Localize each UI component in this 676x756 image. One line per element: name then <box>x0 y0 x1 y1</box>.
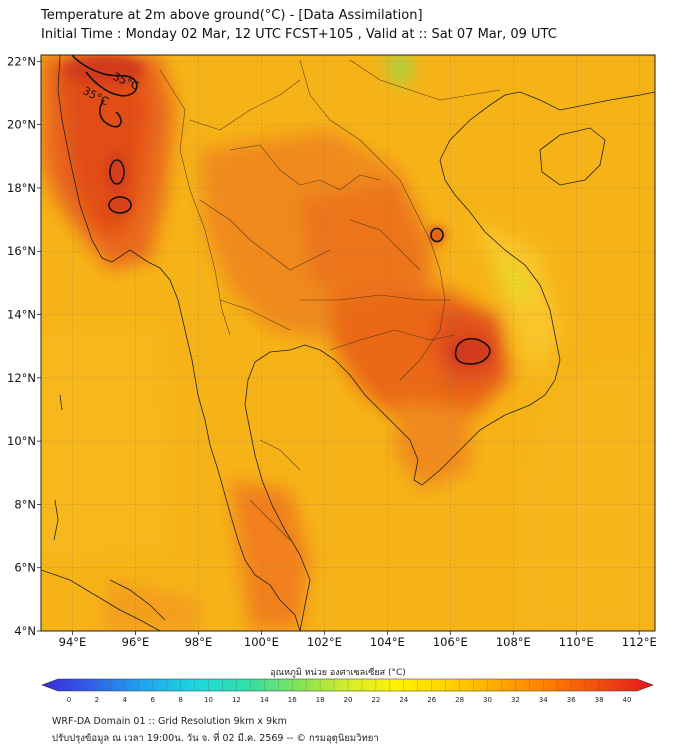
contour-35c <box>71 55 491 365</box>
latitude-labels: 4°N 6°N 8°N 10°N 12°N 14°N 16°N 18°N 20°N 22°N <box>7 54 41 638</box>
footer-update-info: ปรับปรุงข้อมูล ณ เวลา 19:00น. วัน จ. ที่… <box>52 733 379 744</box>
colorbar-bar <box>41 678 654 692</box>
longitude-labels: 94°E 96°E 98°E 100°E 102°E 104°E 106°E 108°E 110… <box>59 631 657 649</box>
chart-title: Temperature at 2m above ground(°C) - [Da… <box>41 8 423 23</box>
colorbar-tick-label: 2 <box>95 696 99 704</box>
colorbar-tick-label: 28 <box>455 696 464 704</box>
lat-tick-label: 22°N <box>7 54 36 68</box>
colorbar-tick-label: 20 <box>344 696 353 704</box>
lat-tick-label: 8°N <box>14 497 36 511</box>
lat-tick-label: 14°N <box>7 308 36 322</box>
colorbar-ticks: 0 2 4 6 8 10 12 14 16 18 20 22 24 26 28 30 32 34 36 38 40 <box>67 679 632 704</box>
colorbar-tick-label: 22 <box>371 696 380 704</box>
colorbar-tick-label: 12 <box>232 696 241 704</box>
colorbar-tick-label: 10 <box>204 696 213 704</box>
colorbar-tick-label: 24 <box>399 696 408 704</box>
lat-tick-label: 16°N <box>7 244 36 258</box>
colorbar-tick-label: 34 <box>539 696 548 704</box>
map-frame <box>40 54 656 632</box>
lon-tick-label: 98°E <box>185 635 213 649</box>
lat-tick-label: 6°N <box>14 561 36 575</box>
map-grid <box>41 55 655 631</box>
coastlines <box>41 55 655 631</box>
temperature-field: 35°C 35°C <box>41 55 655 631</box>
colorbar-tick-label: 0 <box>67 696 71 704</box>
lon-tick-label: 104°E <box>370 635 405 649</box>
colorbar-tick-label: 30 <box>483 696 492 704</box>
chart-subtitle: Initial Time : Monday 02 Mar, 12 UTC FCS… <box>41 27 557 42</box>
colorbar-tick-label: 4 <box>123 696 128 704</box>
colorbar: 0 2 4 6 8 10 12 14 16 18 20 22 24 26 28 30 32 34 36 38 40 <box>41 678 654 704</box>
colorbar-title: อุณหภูมิ หน่วย องศาเซลเซียส (°C) <box>270 668 406 678</box>
lon-tick-label: 108°E <box>496 635 531 649</box>
colorbar-tick-label: 6 <box>150 696 155 704</box>
colorbar-tick-label: 40 <box>623 696 632 704</box>
footer-domain-info: WRF-DA Domain 01 :: Grid Resolution 9km … <box>52 716 287 727</box>
colorbar-tick-label: 8 <box>178 696 182 704</box>
colorbar-tick-label: 36 <box>567 696 576 704</box>
lat-tick-label: 4°N <box>14 624 36 638</box>
colorbar-tick-label: 26 <box>427 696 436 704</box>
lon-tick-label: 100°E <box>244 635 279 649</box>
colorbar-tick-label: 18 <box>316 696 325 704</box>
lon-tick-label: 102°E <box>307 635 342 649</box>
lat-tick-label: 18°N <box>7 181 36 195</box>
lon-tick-label: 96°E <box>122 635 150 649</box>
lon-tick-label: 94°E <box>59 635 87 649</box>
temperature-shading <box>41 55 655 631</box>
lat-tick-label: 12°N <box>7 371 36 385</box>
lat-tick-label: 10°N <box>7 434 36 448</box>
colorbar-tick-label: 14 <box>260 696 269 704</box>
lon-tick-label: 106°E <box>433 635 468 649</box>
lon-tick-label: 110°E <box>559 635 594 649</box>
colorbar-tick-label: 32 <box>511 696 520 704</box>
colorbar-tick-label: 38 <box>595 696 604 704</box>
lat-tick-label: 20°N <box>7 118 36 132</box>
lon-tick-label: 112°E <box>622 635 657 649</box>
admin-borders <box>159 59 501 541</box>
colorbar-tick-label: 16 <box>288 696 297 704</box>
